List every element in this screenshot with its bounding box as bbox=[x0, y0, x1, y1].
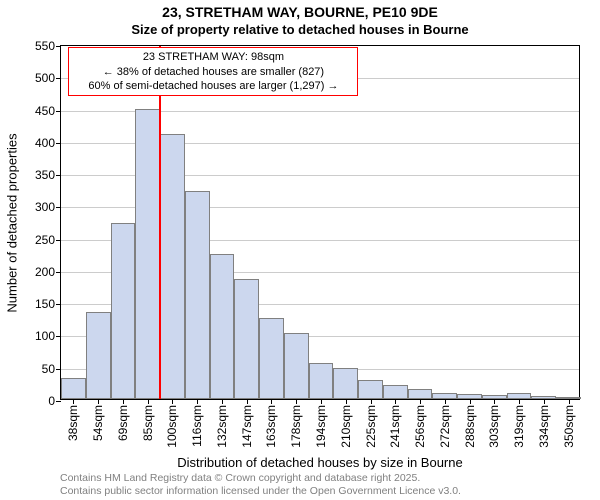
x-tick-label: 147sqm bbox=[240, 405, 254, 448]
x-tick-mark bbox=[222, 399, 223, 404]
x-tick-mark bbox=[544, 399, 545, 404]
bar bbox=[86, 312, 111, 399]
y-tick-mark bbox=[56, 175, 61, 176]
x-tick-mark bbox=[296, 399, 297, 404]
x-tick-label: 256sqm bbox=[413, 405, 427, 448]
title-line-2: Size of property relative to detached ho… bbox=[0, 22, 600, 37]
x-tick-mark bbox=[148, 399, 149, 404]
x-tick-mark bbox=[420, 399, 421, 404]
x-tick-label: 210sqm bbox=[339, 405, 353, 448]
x-tick-mark bbox=[98, 399, 99, 404]
x-tick-mark bbox=[197, 399, 198, 404]
bar bbox=[135, 109, 160, 399]
x-tick-label: 303sqm bbox=[487, 405, 501, 448]
x-tick-label: 163sqm bbox=[264, 405, 278, 448]
x-tick-mark bbox=[371, 399, 372, 404]
x-tick-label: 132sqm bbox=[215, 405, 229, 448]
x-tick-label: 54sqm bbox=[91, 405, 105, 441]
annotation-line: 60% of semi-detached houses are larger (… bbox=[73, 79, 353, 93]
bar bbox=[259, 318, 284, 399]
y-tick-label: 250 bbox=[35, 233, 55, 247]
y-tick-label: 50 bbox=[42, 362, 55, 376]
x-tick-mark bbox=[172, 399, 173, 404]
bar bbox=[234, 279, 259, 399]
x-tick-label: 194sqm bbox=[314, 405, 328, 448]
bar bbox=[383, 385, 408, 399]
y-tick-mark bbox=[56, 143, 61, 144]
x-tick-mark bbox=[519, 399, 520, 404]
x-tick-mark bbox=[73, 399, 74, 404]
marker-line bbox=[159, 46, 161, 399]
chart-container: 23, STRETHAM WAY, BOURNE, PE10 9DE Size … bbox=[0, 0, 600, 500]
y-tick-mark bbox=[56, 78, 61, 79]
bar bbox=[358, 380, 383, 399]
x-tick-mark bbox=[123, 399, 124, 404]
annotation-box: 23 STRETHAM WAY: 98sqm← 38% of detached … bbox=[68, 47, 358, 96]
footer-line-2: Contains public sector information licen… bbox=[60, 485, 461, 497]
y-tick-mark bbox=[56, 401, 61, 402]
x-tick-label: 85sqm bbox=[141, 405, 155, 441]
y-tick-mark bbox=[56, 272, 61, 273]
x-tick-label: 288sqm bbox=[463, 405, 477, 448]
y-tick-mark bbox=[56, 111, 61, 112]
bar bbox=[185, 191, 210, 399]
x-tick-mark bbox=[346, 399, 347, 404]
bar bbox=[210, 254, 235, 399]
bar bbox=[111, 223, 136, 399]
x-tick-mark bbox=[395, 399, 396, 404]
bar bbox=[333, 368, 358, 399]
x-tick-mark bbox=[247, 399, 248, 404]
y-tick-label: 150 bbox=[35, 297, 55, 311]
x-tick-mark bbox=[321, 399, 322, 404]
y-tick-label: 300 bbox=[35, 200, 55, 214]
x-tick-mark bbox=[569, 399, 570, 404]
plot-area: 05010015020025030035040045050055038sqm54… bbox=[60, 45, 580, 400]
x-tick-label: 116sqm bbox=[190, 405, 204, 447]
y-tick-label: 500 bbox=[35, 71, 55, 85]
y-tick-label: 100 bbox=[35, 329, 55, 343]
bar bbox=[408, 389, 433, 399]
y-tick-label: 200 bbox=[35, 265, 55, 279]
y-tick-mark bbox=[56, 240, 61, 241]
y-tick-label: 0 bbox=[48, 394, 55, 408]
y-tick-label: 450 bbox=[35, 104, 55, 118]
x-tick-label: 319sqm bbox=[512, 405, 526, 448]
annotation-line: ← 38% of detached houses are smaller (82… bbox=[73, 65, 353, 79]
footer-line-1: Contains HM Land Registry data © Crown c… bbox=[60, 472, 420, 484]
title-line-1: 23, STRETHAM WAY, BOURNE, PE10 9DE bbox=[0, 4, 600, 20]
annotation-line: 23 STRETHAM WAY: 98sqm bbox=[73, 50, 353, 64]
y-tick-mark bbox=[56, 369, 61, 370]
x-tick-label: 38sqm bbox=[66, 405, 80, 441]
y-tick-label: 550 bbox=[35, 39, 55, 53]
x-tick-label: 241sqm bbox=[388, 405, 402, 448]
x-tick-mark bbox=[445, 399, 446, 404]
x-tick-label: 178sqm bbox=[289, 405, 303, 448]
x-axis-label: Distribution of detached houses by size … bbox=[177, 455, 462, 470]
x-tick-label: 272sqm bbox=[438, 405, 452, 448]
bar bbox=[160, 134, 185, 399]
y-tick-label: 350 bbox=[35, 168, 55, 182]
y-axis-label: Number of detached properties bbox=[5, 133, 20, 312]
y-tick-mark bbox=[56, 46, 61, 47]
x-tick-mark bbox=[271, 399, 272, 404]
x-tick-mark bbox=[470, 399, 471, 404]
bar bbox=[284, 333, 309, 399]
x-tick-label: 350sqm bbox=[562, 405, 576, 448]
x-tick-mark bbox=[494, 399, 495, 404]
bar bbox=[309, 363, 334, 399]
x-tick-label: 69sqm bbox=[116, 405, 130, 441]
y-tick-label: 400 bbox=[35, 136, 55, 150]
x-tick-label: 100sqm bbox=[165, 405, 179, 448]
y-tick-mark bbox=[56, 304, 61, 305]
y-tick-mark bbox=[56, 207, 61, 208]
bar bbox=[61, 378, 86, 399]
x-tick-label: 225sqm bbox=[364, 405, 378, 448]
y-tick-mark bbox=[56, 336, 61, 337]
x-tick-label: 334sqm bbox=[537, 405, 551, 448]
